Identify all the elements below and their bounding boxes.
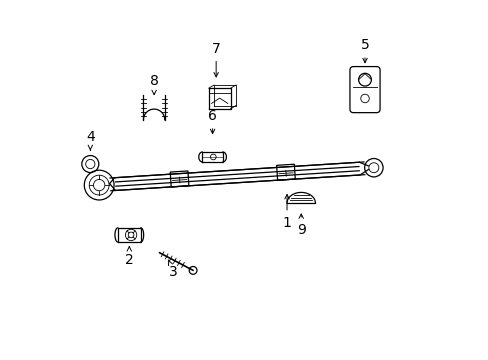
Text: 6: 6 bbox=[208, 109, 217, 134]
Text: 1: 1 bbox=[282, 194, 291, 230]
Text: 9: 9 bbox=[296, 214, 305, 237]
Text: 3: 3 bbox=[168, 260, 178, 279]
Text: 8: 8 bbox=[149, 74, 158, 95]
Text: 2: 2 bbox=[124, 247, 133, 267]
Text: 5: 5 bbox=[360, 38, 368, 63]
Text: 7: 7 bbox=[211, 42, 220, 77]
Text: 4: 4 bbox=[86, 130, 95, 150]
